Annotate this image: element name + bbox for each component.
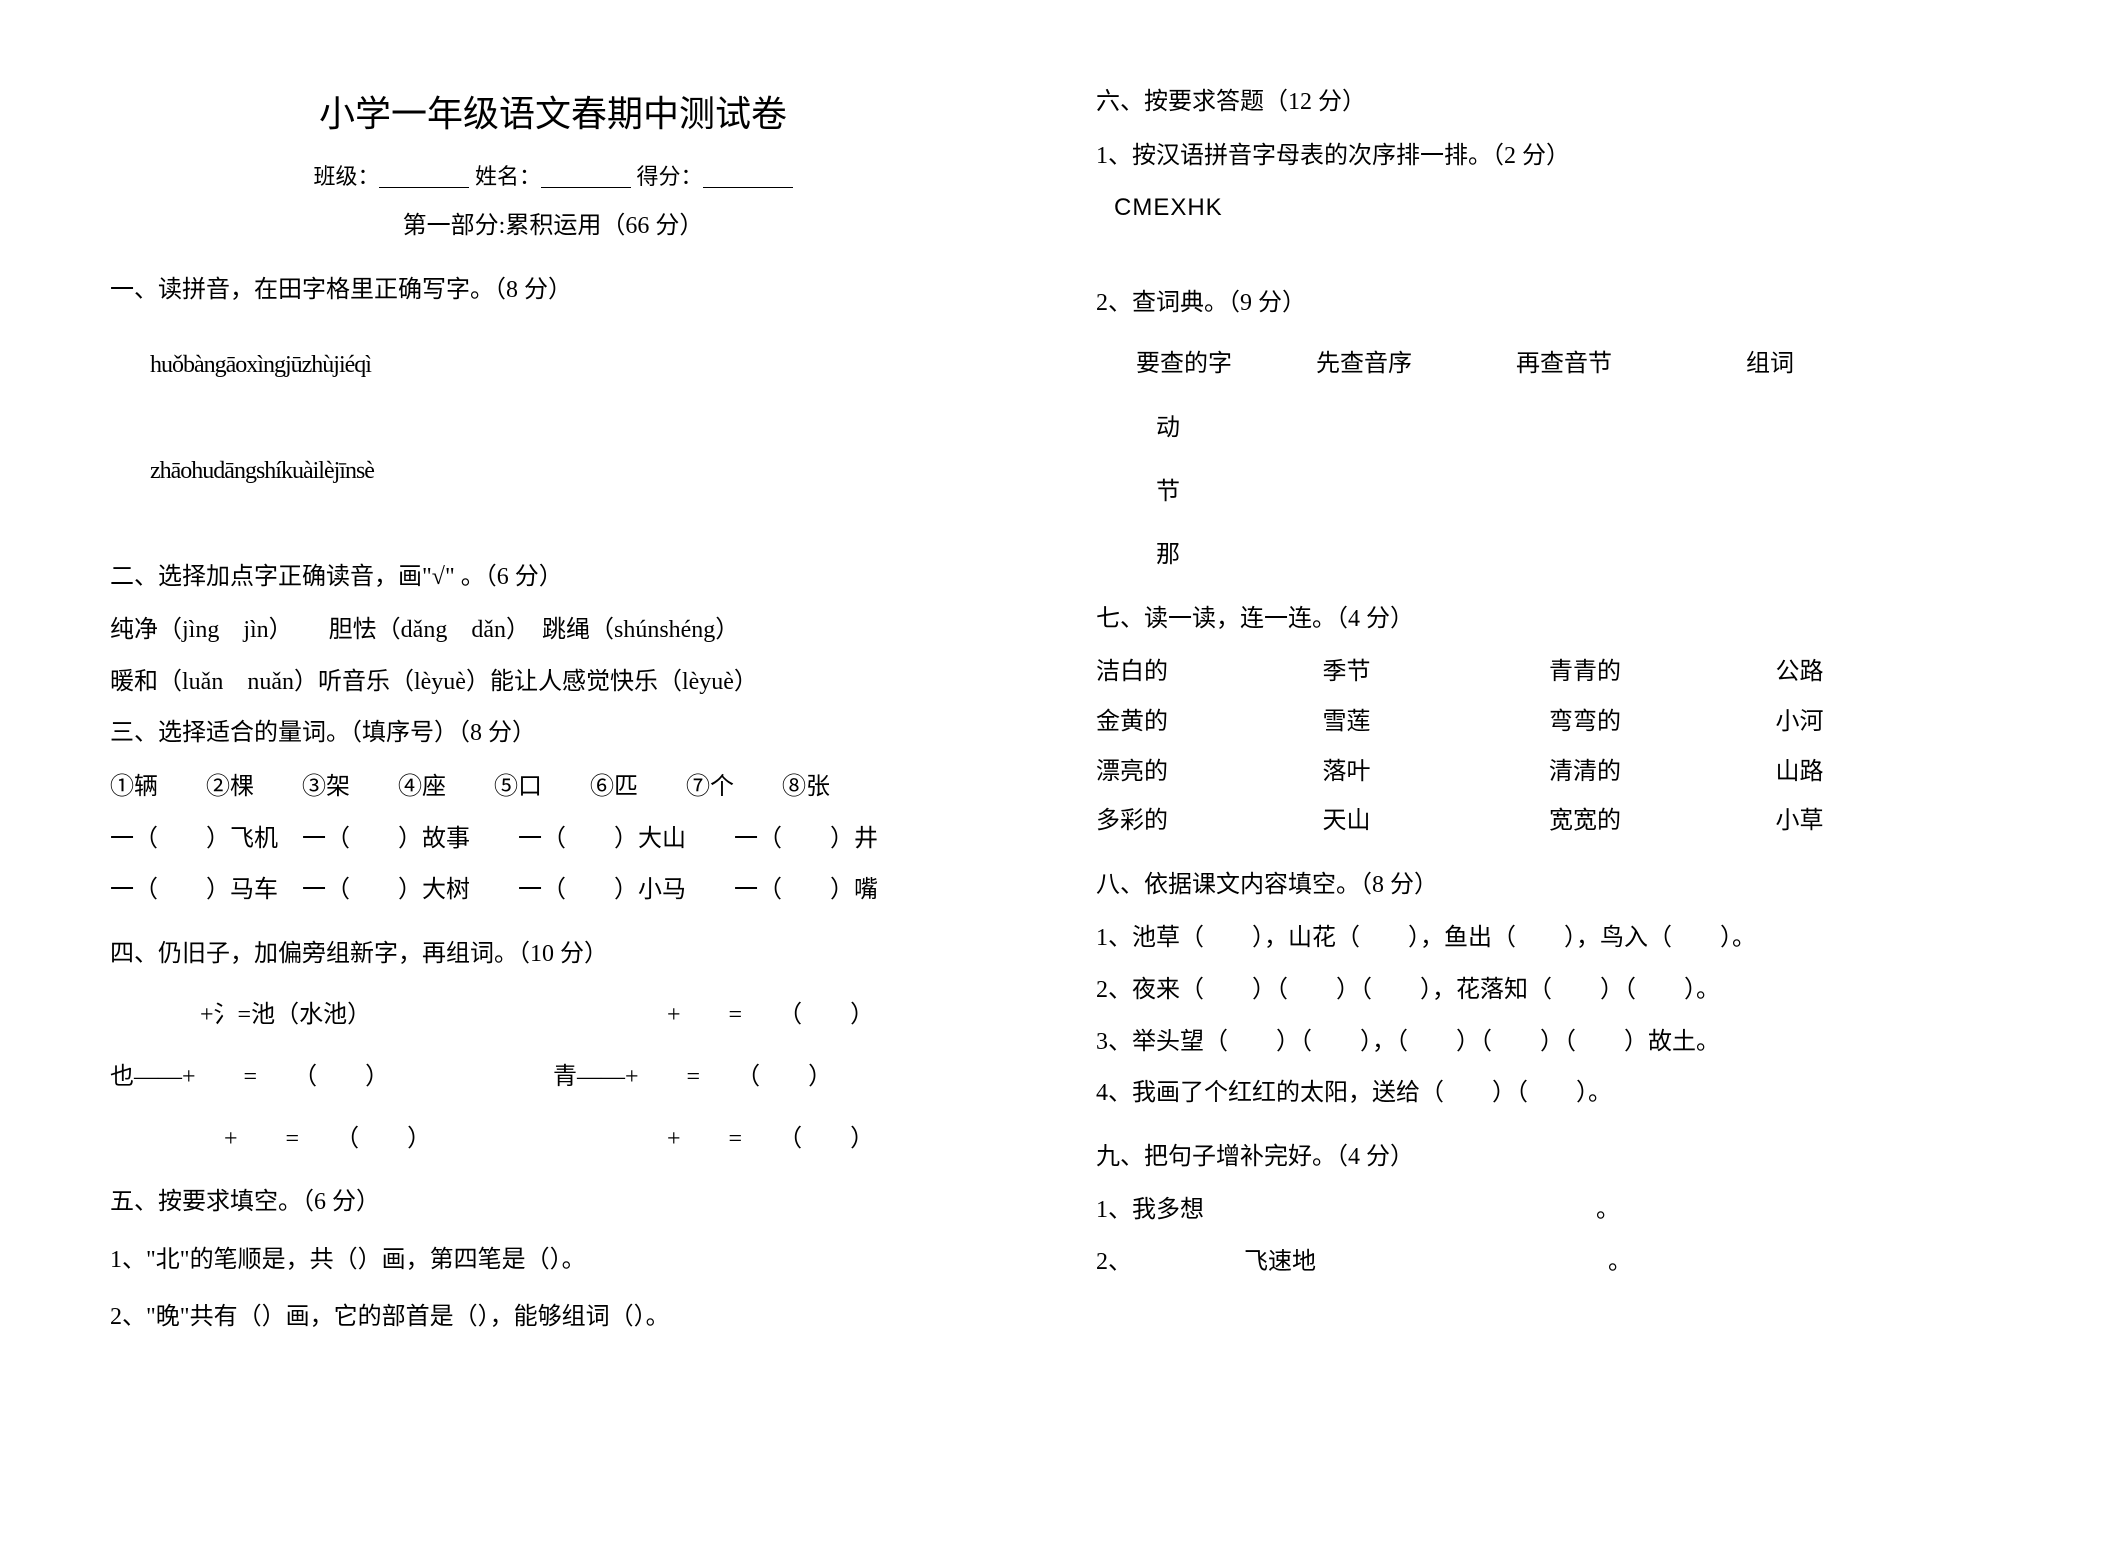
match-cell: 山路 [1776,750,2003,796]
q9-item-1a: 1、我多想 [1096,1197,1204,1223]
q3-row-2: 一（ ）马车 一（ ）大树 一（ ）小马 一（ ）嘴 [110,868,996,914]
match-cell: 多彩的 [1096,799,1323,845]
q1-pinyin-2: zhāohudāngshíkuàilèjīnsè [150,449,996,495]
match-cell: 小河 [1776,700,2003,746]
q5-item-2: 2、"晚"共有（）画，它的部首是（），能够组词（）。 [110,1295,996,1341]
match-cell: 漂亮的 [1096,750,1323,796]
q7-row-1: 洁白的 季节 青青的 公路 [1096,650,2002,696]
match-cell: 天山 [1323,799,1550,845]
left-column: 小学一年级语文春期中测试卷 班级： 姓名： 得分： 第一部分:累积运用（66 分… [90,80,1056,1481]
dict-header-1: 要查的字 [1136,342,1316,388]
q6-sub1: 1、按汉语拼音字母表的次序排一排。（2 分） [1096,134,2002,180]
q4-blank-2: + = （ ） [110,1117,553,1163]
q5-heading: 五、按要求填空。（6 分） [110,1180,996,1226]
q8-item-1: 1、池草（ ），山花（ ），鱼出（ ），鸟入（ ）。 [1096,916,2002,962]
q9-item-1: 1、我多想 。 [1096,1188,2002,1234]
name-label: 姓名： [475,164,541,189]
match-cell: 青青的 [1549,650,1776,696]
dict-table: 要查的字 先查音序 再查音节 组词 动 节 那 [1136,342,2002,578]
q8-heading: 八、依据课文内容填空。（8 分） [1096,863,2002,909]
q7-row-3: 漂亮的 落叶 清清的 山路 [1096,750,2002,796]
score-blank[interactable] [703,170,793,188]
q1-heading: 一、读拼音，在田字格里正确写字。（8 分） [110,268,996,314]
dict-header-row: 要查的字 先查音序 再查音节 组词 [1136,342,2002,388]
q8-item-2: 2、夜来（ ）（ ）（ ），花落知（ ）（ ）。 [1096,968,2002,1014]
meta-row: 班级： 姓名： 得分： [110,156,996,198]
q9-item-1b: 。 [1596,1197,1620,1223]
q4-row-1: +氵=池（水池） + = （ ） [110,993,996,1039]
q6-letters: CMEXHK [1114,185,2002,231]
match-cell: 清清的 [1549,750,1776,796]
q9-item-2a: 2、 [1096,1249,1132,1275]
name-blank[interactable] [541,170,631,188]
page-title: 小学一年级语文春期中测试卷 [110,80,996,148]
q2-row-1: 纯净（jìng jìn） 胆怯（dǎng dǎn） 跳绳（shúnshéng） [110,608,996,654]
q8-item-3: 3、举头望（ ）（ ），（ ）（ ）（ ）故土。 [1096,1020,2002,1066]
score-label: 得分： [637,164,703,189]
q6-sub2: 2、查词典。（9 分） [1096,281,2002,327]
q2-heading: 二、选择加点字正确读音，画"√" 。（6 分） [110,555,996,601]
match-cell: 雪莲 [1323,700,1550,746]
match-cell: 金黄的 [1096,700,1323,746]
match-cell: 洁白的 [1096,650,1323,696]
class-blank[interactable] [379,170,469,188]
q4-row-3: + = （ ） + = （ ） [110,1117,996,1163]
q7-row-4: 多彩的 天山 宽宽的 小草 [1096,799,2002,845]
class-label: 班级： [313,164,379,189]
q6-heading: 六、按要求答题（12 分） [1096,80,2002,126]
right-column: 六、按要求答题（12 分） 1、按汉语拼音字母表的次序排一排。（2 分） CME… [1056,80,2022,1481]
q4-blank-3: + = （ ） [553,1117,996,1163]
match-cell: 小草 [1776,799,2003,845]
dict-header-3: 再查音节 [1516,342,1746,388]
dict-header-2: 先查音序 [1316,342,1516,388]
match-cell: 落叶 [1323,750,1550,796]
q4-blank-1: + = （ ） [553,993,996,1039]
q7-row-2: 金黄的 雪莲 弯弯的 小河 [1096,700,2002,746]
dict-char-2: 节 [1136,470,2002,516]
q7-heading: 七、读一读，连一连。（4 分） [1096,597,2002,643]
dict-header-4: 组词 [1746,342,1886,388]
q9-heading: 九、把句子增补完好。（4 分） [1096,1135,2002,1181]
q4-example: +氵=池（水池） [110,993,553,1039]
q2-row-2: 暖和（luǎn nuǎn）听音乐（lèyuè）能让人感觉快乐（lèyuè） [110,660,996,706]
q8-item-4: 4、我画了个红红的太阳，送给（ ）（ ）。 [1096,1071,2002,1117]
match-cell: 季节 [1323,650,1550,696]
q1-pinyin-1: huǒbàngāoxìngjūzhùjiéqì [150,343,996,389]
q4-qing: 青——+ = （ ） [553,1055,996,1101]
q4-heading: 四、仍旧子，加偏旁组新字，再组词。（10 分） [110,932,996,978]
q4-row-2: 也——+ = （ ） 青——+ = （ ） [110,1055,996,1101]
match-cell: 公路 [1776,650,2003,696]
q3-row-1: 一（ ）飞机 一（ ）故事 一（ ）大山 一（ ）井 [110,817,996,863]
q3-heading: 三、选择适合的量词。（填序号）（8 分） [110,711,996,757]
q9-item-2c: 。 [1608,1249,1632,1275]
q9-item-2b: 飞速地 [1244,1249,1316,1275]
match-cell: 弯弯的 [1549,700,1776,746]
q3-options: ①辆 ②棵 ③架 ④座 ⑤口 ⑥匹 ⑦个 ⑧张 [110,765,996,811]
part-header: 第一部分:累积运用（66 分） [110,204,996,250]
q4-ye: 也——+ = （ ） [110,1055,553,1101]
q9-item-2: 2、 飞速地 。 [1096,1240,2002,1286]
match-cell: 宽宽的 [1549,799,1776,845]
dict-char-1: 动 [1136,406,2002,452]
q5-item-1: 1、"北"的笔顺是，共（）画，第四笔是（）。 [110,1238,996,1284]
dict-char-3: 那 [1136,533,2002,579]
